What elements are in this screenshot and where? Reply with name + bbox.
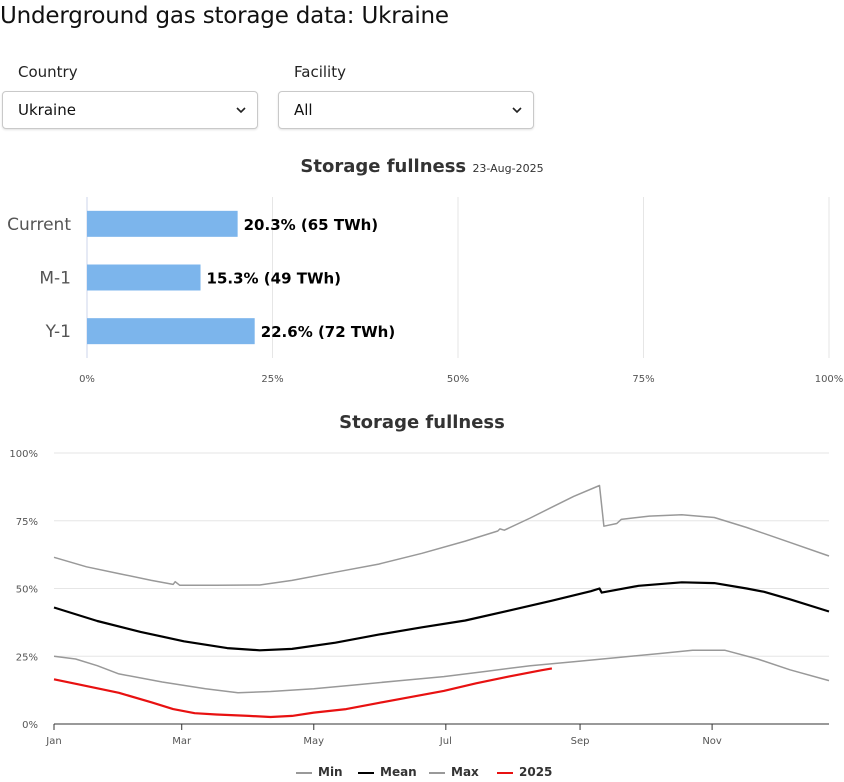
series-line-2025: [53, 667, 553, 719]
legend-label: Min: [318, 765, 343, 779]
bar: [87, 318, 255, 345]
y-category-label: M-1: [39, 269, 71, 289]
country-select-value: Ukraine: [18, 101, 76, 119]
facility-label: Facility: [294, 63, 346, 81]
data-label: 15.3% (49 TWh): [207, 270, 342, 288]
x-tick-label: Nov: [702, 736, 722, 747]
country-select[interactable]: Ukraine: [2, 91, 258, 129]
x-tick-label: Jan: [45, 736, 61, 747]
bar: [87, 210, 238, 237]
x-tick-label: Sep: [571, 736, 590, 747]
line-chart-title: Storage fullness: [339, 412, 505, 433]
x-tick-label: 50%: [447, 374, 469, 385]
facility-select[interactable]: All: [278, 91, 534, 129]
x-tick-label: Jul: [439, 736, 452, 747]
page-title: Underground gas storage data: Ukraine: [0, 3, 449, 29]
legend-label: 2025: [519, 765, 553, 779]
x-tick-label: 100%: [815, 374, 844, 385]
bar-chart-date: 23-Aug-2025: [472, 162, 544, 175]
bar: [87, 264, 201, 291]
y-tick-label: 50%: [16, 585, 38, 596]
bar-chart-title: Storage fullness 23-Aug-2025: [0, 156, 844, 177]
x-tick-label: 25%: [261, 374, 283, 385]
line-chart-legend: Min Mean Max 2025: [0, 764, 844, 782]
x-tick-label: 75%: [632, 374, 654, 385]
data-label: 20.3% (65 TWh): [244, 216, 379, 234]
legend-label: Mean: [380, 765, 417, 779]
series-line-max: [53, 484, 830, 586]
x-tick-label: May: [303, 736, 324, 747]
y-tick-label: 75%: [16, 517, 38, 528]
y-category-label: Current: [7, 215, 71, 235]
bar-chart-title-text: Storage fullness: [300, 156, 467, 177]
y-category-label: Y-1: [45, 322, 71, 342]
y-tick-label: 100%: [9, 449, 38, 460]
data-label: 22.6% (72 TWh): [261, 323, 396, 341]
facility-select-value: All: [294, 101, 313, 119]
series-line-min: [53, 649, 830, 694]
line-chart: 0% 25% 50% 75% 100% Jan Mar May Jul Sep Nov: [9, 449, 830, 747]
chevron-down-icon: [512, 107, 522, 114]
series-line-mean: [53, 581, 830, 652]
legend-swatch: [497, 772, 513, 774]
bar-chart: 0% 25% 50% 75% 100% Current 20.3% (65 TWh) M-1 1…: [7, 197, 844, 385]
x-tick-label: Mar: [172, 736, 192, 747]
legend-swatch: [296, 772, 312, 774]
legend-label: Max: [451, 765, 479, 779]
country-label: Country: [18, 63, 78, 81]
x-tick-label: 0%: [79, 374, 95, 385]
legend-swatch: [358, 772, 374, 774]
y-tick-label: 0%: [22, 720, 38, 731]
legend-swatch: [429, 772, 445, 774]
y-tick-label: 25%: [16, 652, 38, 663]
chevron-down-icon: [236, 107, 246, 114]
